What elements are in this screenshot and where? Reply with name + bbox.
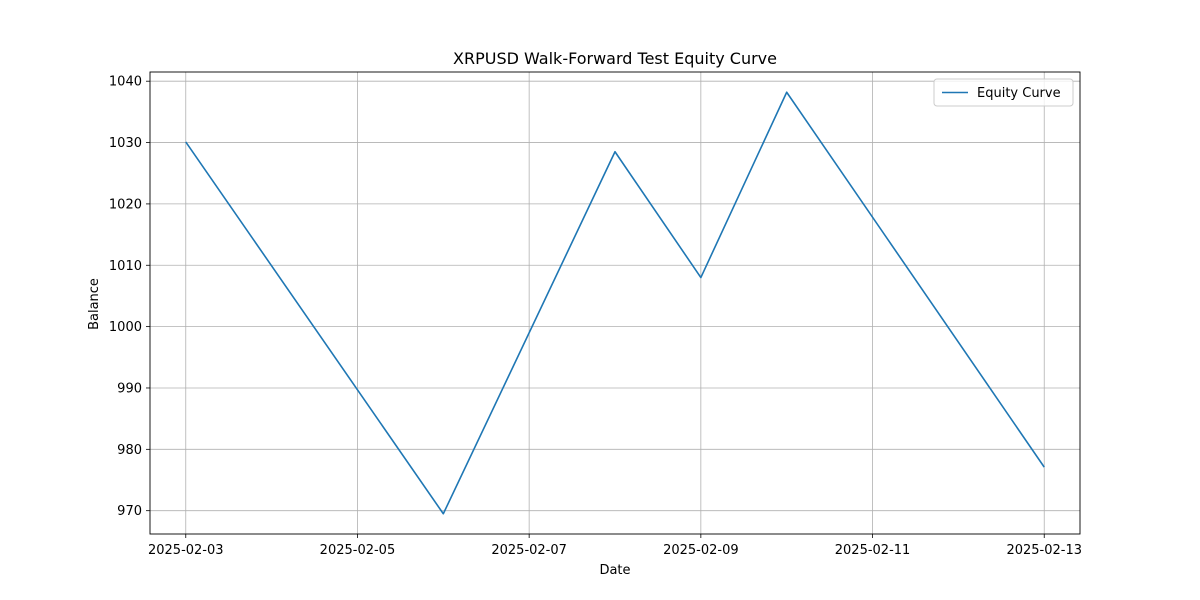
legend: Equity Curve: [933, 78, 1074, 107]
x-tick-label: 2025-02-11: [835, 543, 911, 558]
equity-curve-line: [185, 91, 1045, 515]
grid-lines: [150, 72, 1080, 534]
y-tick-label: 970: [117, 504, 142, 519]
y-tick-label: 1010: [109, 259, 142, 274]
x-tick-label: 2025-02-09: [663, 543, 739, 558]
y-tick-label: 1040: [109, 75, 142, 90]
legend-box: [933, 78, 1074, 107]
x-tick-label: 2025-02-07: [491, 543, 567, 558]
legend-label: Equity Curve: [977, 86, 1061, 101]
y-tick-label: 1030: [109, 136, 142, 151]
y-tick-label: 1020: [109, 197, 142, 212]
axes: [149, 71, 1081, 535]
plot-frame: [149, 71, 1081, 535]
x-tick-label: 2025-02-03: [148, 543, 224, 558]
x-axis-ticks: 2025-02-03 2025-02-05 2025-02-07 2025-02-09…: [148, 534, 1082, 558]
x-axis-label: Date: [599, 563, 630, 578]
y-tick-label: 1000: [109, 320, 142, 335]
y-axis-label: Balance: [87, 278, 102, 330]
series-lines: [185, 91, 1045, 515]
y-axis-ticks: 970 980 990 1000 1010 1020 1030 1040: [109, 75, 150, 519]
x-tick-label: 2025-02-05: [320, 543, 396, 558]
y-tick-label: 990: [117, 381, 142, 396]
y-tick-label: 980: [117, 443, 142, 458]
chart-title: XRPUSD Walk-Forward Test Equity Curve: [453, 49, 777, 68]
x-tick-label: 2025-02-13: [1006, 543, 1082, 558]
